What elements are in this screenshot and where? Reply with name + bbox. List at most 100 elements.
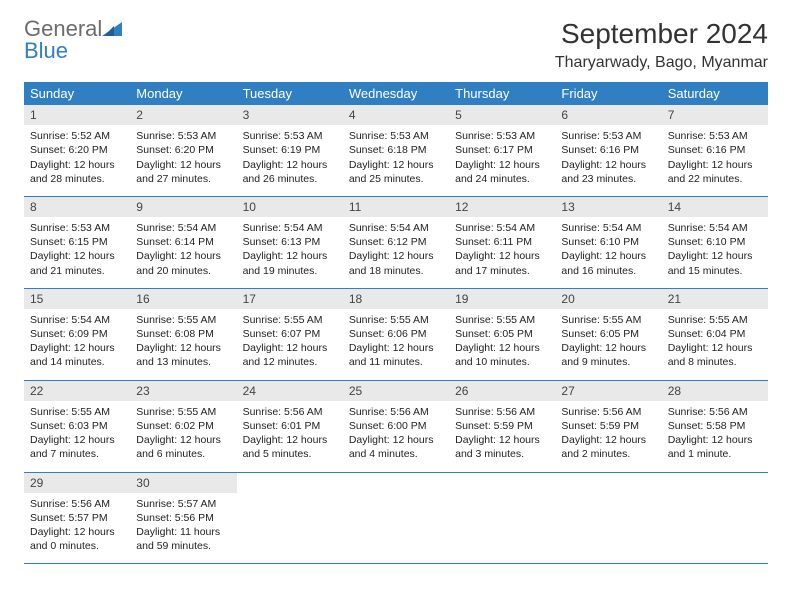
brand-text: General Blue: [24, 18, 122, 62]
day-details: Sunrise: 5:53 AMSunset: 6:20 PMDaylight:…: [130, 125, 236, 196]
day-number: 17: [237, 289, 343, 309]
day-number: 10: [237, 197, 343, 217]
weekday-header: Thursday: [449, 82, 555, 105]
day-number: 1: [24, 105, 130, 125]
day-number: 13: [555, 197, 661, 217]
day-details: Sunrise: 5:53 AMSunset: 6:16 PMDaylight:…: [662, 125, 768, 196]
calendar-cell: 22Sunrise: 5:55 AMSunset: 6:03 PMDayligh…: [24, 380, 130, 472]
day-details: Sunrise: 5:53 AMSunset: 6:19 PMDaylight:…: [237, 125, 343, 196]
day-number: 30: [130, 473, 236, 493]
calendar-cell: 11Sunrise: 5:54 AMSunset: 6:12 PMDayligh…: [343, 196, 449, 288]
day-details: Sunrise: 5:56 AMSunset: 5:59 PMDaylight:…: [449, 401, 555, 472]
weekday-header-row: Sunday Monday Tuesday Wednesday Thursday…: [24, 82, 768, 105]
day-number: 19: [449, 289, 555, 309]
day-details: Sunrise: 5:53 AMSunset: 6:16 PMDaylight:…: [555, 125, 661, 196]
day-number: 14: [662, 197, 768, 217]
title-block: September 2024 Tharyarwady, Bago, Myanma…: [555, 18, 768, 72]
day-number: 8: [24, 197, 130, 217]
day-number: 12: [449, 197, 555, 217]
day-number: 23: [130, 381, 236, 401]
calendar-cell: 9Sunrise: 5:54 AMSunset: 6:14 PMDaylight…: [130, 196, 236, 288]
location-label: Tharyarwady, Bago, Myanmar: [555, 54, 768, 72]
calendar-cell: 26Sunrise: 5:56 AMSunset: 5:59 PMDayligh…: [449, 380, 555, 472]
month-title: September 2024: [555, 18, 768, 50]
day-number: 24: [237, 381, 343, 401]
day-details: Sunrise: 5:56 AMSunset: 5:59 PMDaylight:…: [555, 401, 661, 472]
day-number: 27: [555, 381, 661, 401]
day-number: 16: [130, 289, 236, 309]
calendar-cell: 30Sunrise: 5:57 AMSunset: 5:56 PMDayligh…: [130, 472, 236, 564]
day-details: Sunrise: 5:55 AMSunset: 6:07 PMDaylight:…: [237, 309, 343, 380]
calendar-cell: 16Sunrise: 5:55 AMSunset: 6:08 PMDayligh…: [130, 288, 236, 380]
calendar-cell: 3Sunrise: 5:53 AMSunset: 6:19 PMDaylight…: [237, 105, 343, 196]
weekday-header: Saturday: [662, 82, 768, 105]
day-details: Sunrise: 5:54 AMSunset: 6:12 PMDaylight:…: [343, 217, 449, 288]
calendar-cell: 20Sunrise: 5:55 AMSunset: 6:05 PMDayligh…: [555, 288, 661, 380]
day-details: Sunrise: 5:56 AMSunset: 6:00 PMDaylight:…: [343, 401, 449, 472]
day-number: 6: [555, 105, 661, 125]
day-details: Sunrise: 5:56 AMSunset: 5:57 PMDaylight:…: [24, 493, 130, 564]
day-details: Sunrise: 5:52 AMSunset: 6:20 PMDaylight:…: [24, 125, 130, 196]
day-details: Sunrise: 5:53 AMSunset: 6:15 PMDaylight:…: [24, 217, 130, 288]
calendar-cell: 17Sunrise: 5:55 AMSunset: 6:07 PMDayligh…: [237, 288, 343, 380]
day-number: 25: [343, 381, 449, 401]
weekday-header: Wednesday: [343, 82, 449, 105]
brand-part2: Blue: [24, 38, 68, 63]
calendar-cell: 13Sunrise: 5:54 AMSunset: 6:10 PMDayligh…: [555, 196, 661, 288]
weekday-header: Sunday: [24, 82, 130, 105]
calendar-row: 22Sunrise: 5:55 AMSunset: 6:03 PMDayligh…: [24, 380, 768, 472]
brand-sail-icon: [102, 18, 122, 40]
day-details: Sunrise: 5:57 AMSunset: 5:56 PMDaylight:…: [130, 493, 236, 564]
day-number: 29: [24, 473, 130, 493]
calendar-cell: 5Sunrise: 5:53 AMSunset: 6:17 PMDaylight…: [449, 105, 555, 196]
day-details: Sunrise: 5:56 AMSunset: 5:58 PMDaylight:…: [662, 401, 768, 472]
day-details: Sunrise: 5:54 AMSunset: 6:11 PMDaylight:…: [449, 217, 555, 288]
page-header: General Blue September 2024 Tharyarwady,…: [24, 18, 768, 72]
calendar-row: 15Sunrise: 5:54 AMSunset: 6:09 PMDayligh…: [24, 288, 768, 380]
day-number: 5: [449, 105, 555, 125]
weekday-header: Monday: [130, 82, 236, 105]
calendar-cell: 14Sunrise: 5:54 AMSunset: 6:10 PMDayligh…: [662, 196, 768, 288]
calendar-row: 1Sunrise: 5:52 AMSunset: 6:20 PMDaylight…: [24, 105, 768, 196]
day-details: Sunrise: 5:55 AMSunset: 6:08 PMDaylight:…: [130, 309, 236, 380]
calendar-cell: 23Sunrise: 5:55 AMSunset: 6:02 PMDayligh…: [130, 380, 236, 472]
day-number: 20: [555, 289, 661, 309]
calendar-cell: 8Sunrise: 5:53 AMSunset: 6:15 PMDaylight…: [24, 196, 130, 288]
calendar-cell: 2Sunrise: 5:53 AMSunset: 6:20 PMDaylight…: [130, 105, 236, 196]
day-number: 9: [130, 197, 236, 217]
calendar-cell: 12Sunrise: 5:54 AMSunset: 6:11 PMDayligh…: [449, 196, 555, 288]
day-number: 26: [449, 381, 555, 401]
calendar-cell: 10Sunrise: 5:54 AMSunset: 6:13 PMDayligh…: [237, 196, 343, 288]
weekday-header: Friday: [555, 82, 661, 105]
calendar-cell: 4Sunrise: 5:53 AMSunset: 6:18 PMDaylight…: [343, 105, 449, 196]
calendar-row: 8Sunrise: 5:53 AMSunset: 6:15 PMDaylight…: [24, 196, 768, 288]
day-details: Sunrise: 5:53 AMSunset: 6:17 PMDaylight:…: [449, 125, 555, 196]
brand-logo: General Blue: [24, 18, 122, 62]
day-number: 28: [662, 381, 768, 401]
weekday-header: Tuesday: [237, 82, 343, 105]
calendar-cell: 18Sunrise: 5:55 AMSunset: 6:06 PMDayligh…: [343, 288, 449, 380]
day-details: Sunrise: 5:53 AMSunset: 6:18 PMDaylight:…: [343, 125, 449, 196]
calendar-cell: [343, 472, 449, 564]
day-details: Sunrise: 5:56 AMSunset: 6:01 PMDaylight:…: [237, 401, 343, 472]
day-details: Sunrise: 5:54 AMSunset: 6:09 PMDaylight:…: [24, 309, 130, 380]
calendar-cell: 19Sunrise: 5:55 AMSunset: 6:05 PMDayligh…: [449, 288, 555, 380]
calendar-cell: 24Sunrise: 5:56 AMSunset: 6:01 PMDayligh…: [237, 380, 343, 472]
calendar-cell: 25Sunrise: 5:56 AMSunset: 6:00 PMDayligh…: [343, 380, 449, 472]
day-number: 22: [24, 381, 130, 401]
calendar-cell: 27Sunrise: 5:56 AMSunset: 5:59 PMDayligh…: [555, 380, 661, 472]
day-details: Sunrise: 5:55 AMSunset: 6:05 PMDaylight:…: [449, 309, 555, 380]
calendar-cell: 15Sunrise: 5:54 AMSunset: 6:09 PMDayligh…: [24, 288, 130, 380]
day-number: 3: [237, 105, 343, 125]
day-number: 11: [343, 197, 449, 217]
day-details: Sunrise: 5:55 AMSunset: 6:02 PMDaylight:…: [130, 401, 236, 472]
day-number: 18: [343, 289, 449, 309]
day-details: Sunrise: 5:54 AMSunset: 6:10 PMDaylight:…: [555, 217, 661, 288]
day-details: Sunrise: 5:54 AMSunset: 6:13 PMDaylight:…: [237, 217, 343, 288]
day-number: 2: [130, 105, 236, 125]
calendar-cell: 29Sunrise: 5:56 AMSunset: 5:57 PMDayligh…: [24, 472, 130, 564]
calendar-cell: 7Sunrise: 5:53 AMSunset: 6:16 PMDaylight…: [662, 105, 768, 196]
calendar-cell: [662, 472, 768, 564]
calendar-cell: [449, 472, 555, 564]
calendar-body: 1Sunrise: 5:52 AMSunset: 6:20 PMDaylight…: [24, 105, 768, 564]
